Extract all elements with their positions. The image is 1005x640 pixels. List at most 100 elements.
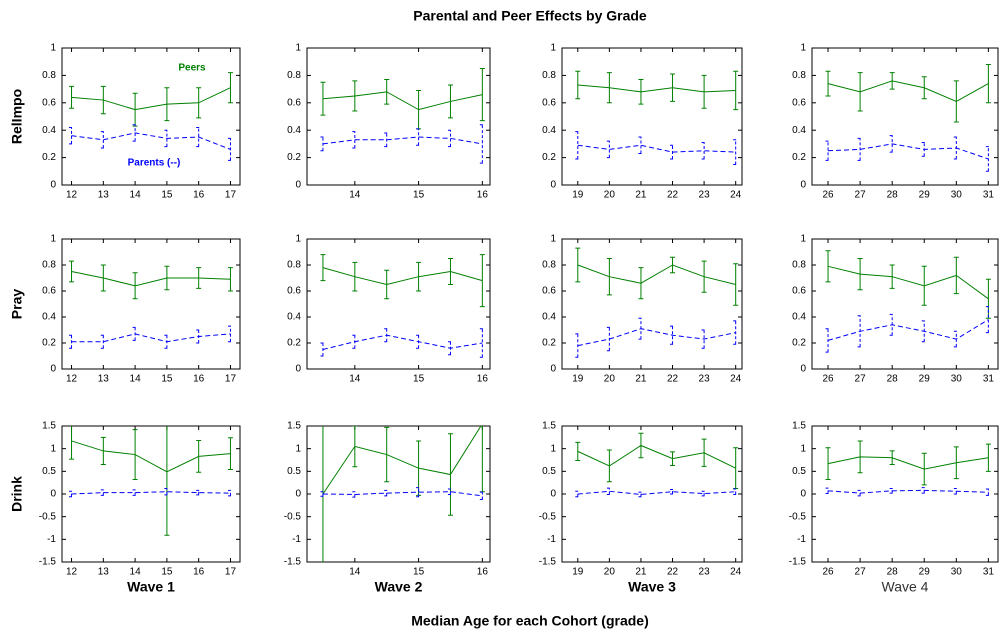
error-bar bbox=[164, 488, 170, 496]
plot-area bbox=[69, 426, 233, 536]
error-bar bbox=[638, 267, 644, 300]
error-bar bbox=[227, 72, 233, 104]
y-tick-label: 0 bbox=[50, 364, 56, 375]
error-bar bbox=[670, 451, 676, 466]
error-bar bbox=[606, 487, 612, 495]
error-bar bbox=[733, 263, 739, 306]
series-line bbox=[71, 491, 231, 495]
x-tick-label: 13 bbox=[98, 567, 110, 578]
y-axis-label: RelImpo bbox=[9, 89, 25, 144]
error-bar bbox=[227, 325, 233, 343]
y-tick-label: 0 bbox=[295, 180, 301, 191]
y-tick-label: 0 bbox=[800, 180, 806, 191]
error-bar bbox=[447, 129, 453, 148]
x-tick-label: 14 bbox=[130, 567, 142, 578]
y-tick-label: -1 bbox=[47, 534, 56, 545]
error-bar bbox=[638, 432, 644, 459]
y-tick-label: 0.4 bbox=[792, 312, 806, 323]
error-bar bbox=[384, 426, 390, 483]
y-tick-label: -0.5 bbox=[539, 511, 557, 522]
error-bar bbox=[69, 85, 75, 109]
x-tick-label: 13 bbox=[98, 190, 110, 201]
error-bar bbox=[857, 258, 863, 291]
y-tick-label: 0.2 bbox=[42, 338, 56, 349]
error-bar bbox=[69, 334, 75, 349]
error-bar bbox=[100, 489, 106, 496]
y-tick-label: 0.2 bbox=[287, 338, 301, 349]
error-bar bbox=[889, 488, 895, 494]
error-bar bbox=[857, 137, 863, 161]
x-tick-label: 24 bbox=[730, 567, 742, 578]
y-tick-label: 1 bbox=[550, 234, 556, 245]
error-bar bbox=[733, 70, 739, 111]
y-tick-label: 0.8 bbox=[792, 70, 806, 81]
error-bar bbox=[69, 426, 75, 460]
plot-frame bbox=[561, 47, 743, 186]
error-bar bbox=[196, 87, 202, 119]
series-line bbox=[71, 87, 231, 111]
x-tick-label: 24 bbox=[730, 374, 742, 385]
series-line bbox=[577, 490, 736, 495]
series-line bbox=[322, 136, 483, 145]
x-tick-label: 16 bbox=[193, 190, 205, 201]
y-tick-label: 0 bbox=[50, 489, 56, 500]
x-tick-label: 28 bbox=[887, 190, 899, 201]
error-bar bbox=[825, 70, 831, 97]
error-bar bbox=[670, 325, 676, 345]
error-bar bbox=[985, 306, 991, 334]
error-bar bbox=[857, 72, 863, 112]
y-tick-label: 0.8 bbox=[42, 70, 56, 81]
error-bar bbox=[196, 489, 202, 496]
x-tick-label: 31 bbox=[983, 374, 995, 385]
x-tick-label: 29 bbox=[919, 190, 931, 201]
error-bar bbox=[416, 487, 422, 498]
error-bar bbox=[889, 313, 895, 336]
x-tick-label: 21 bbox=[635, 567, 647, 578]
error-bar bbox=[447, 84, 453, 119]
error-bar bbox=[164, 265, 170, 291]
x-tick-label: 13 bbox=[98, 374, 110, 385]
error-bar bbox=[320, 342, 326, 357]
plot-area bbox=[320, 426, 485, 562]
plot-area bbox=[69, 260, 233, 349]
x-tick-label: 26 bbox=[822, 374, 834, 385]
y-tick-label: -1 bbox=[547, 534, 556, 545]
y-tick-label: 0.2 bbox=[792, 338, 806, 349]
error-bar bbox=[733, 488, 739, 495]
error-bar bbox=[100, 131, 106, 149]
plot-area bbox=[320, 68, 485, 164]
error-bar bbox=[575, 490, 581, 498]
x-tick-label: 16 bbox=[477, 374, 489, 385]
y-tick-label: 0.5 bbox=[42, 466, 56, 477]
y-tick-label: 0.4 bbox=[287, 312, 301, 323]
y-tick-label: -1 bbox=[292, 534, 301, 545]
y-tick-label: 0.4 bbox=[542, 125, 556, 136]
x-tick-label: 16 bbox=[193, 567, 205, 578]
series-line bbox=[577, 444, 736, 469]
x-tick-label: 17 bbox=[225, 190, 237, 201]
y-tick-label: 0.4 bbox=[792, 125, 806, 136]
y-tick-label: 0.2 bbox=[42, 152, 56, 163]
x-tick-label: 14 bbox=[349, 190, 361, 201]
plot-area bbox=[825, 250, 991, 353]
y-tick-label: 1 bbox=[800, 443, 806, 454]
error-bar bbox=[575, 333, 581, 358]
error-bar bbox=[384, 269, 390, 300]
error-bar bbox=[100, 436, 106, 466]
y-tick-label: 0 bbox=[295, 489, 301, 500]
error-bar bbox=[825, 487, 831, 495]
series-line bbox=[577, 264, 736, 285]
error-bar bbox=[479, 124, 485, 164]
series-line bbox=[322, 91, 483, 111]
plot-area bbox=[575, 247, 739, 358]
error-bar bbox=[196, 440, 202, 473]
x-tick-label: 14 bbox=[130, 190, 142, 201]
plot-area bbox=[320, 254, 485, 358]
error-bar bbox=[857, 440, 863, 474]
error-bar bbox=[953, 256, 959, 295]
y-tick-label: 0.6 bbox=[42, 286, 56, 297]
plot-area bbox=[575, 432, 739, 498]
error-bar bbox=[416, 334, 422, 349]
y-tick-label: 0.5 bbox=[542, 466, 556, 477]
plot-area bbox=[69, 72, 233, 161]
